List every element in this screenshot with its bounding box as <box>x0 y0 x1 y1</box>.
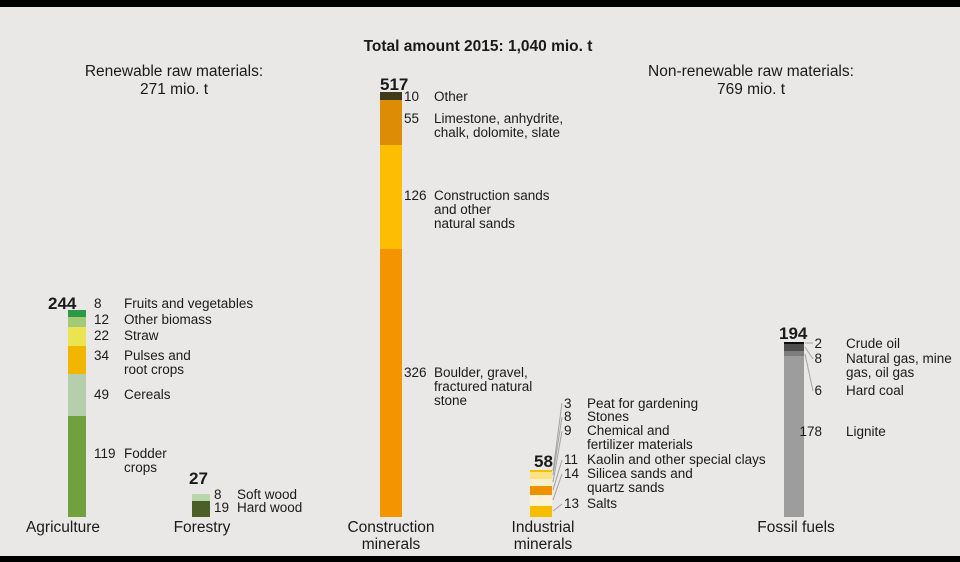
bar-segment-cereals <box>68 374 86 417</box>
segment-label: Construction sands and other natural san… <box>434 188 550 231</box>
segment-label: Fruits and vegetables <box>124 296 254 311</box>
segment-label: Limestone, anhydrite, chalk, dolomite, s… <box>434 111 564 140</box>
segment-value: 178 <box>799 424 822 439</box>
segment-label: Crude oil <box>846 336 901 351</box>
bar-segment-kaolin-and-other-special-clays <box>530 486 552 496</box>
bar-forestry <box>192 494 210 517</box>
segment-label: Other biomass <box>124 312 212 327</box>
bar-segment-fodder <box>68 416 86 517</box>
bar-segment-chemical-and <box>530 478 552 487</box>
bar-agriculture <box>68 310 86 517</box>
segment-value: 119 <box>94 446 116 461</box>
segment-value: 126 <box>404 188 427 203</box>
category-label-fossil-fuels: Fossil fuels <box>757 519 835 536</box>
bar-segment-limestone-anhydrite <box>380 100 402 146</box>
renewable-group-header: Renewable raw materials: 271 mio. t <box>84 63 264 98</box>
bar-segment-soft-wood <box>192 494 210 501</box>
segment-label: Salts <box>587 496 618 511</box>
bar-segment-hard-coal <box>784 351 804 357</box>
bar-segment-peat-for-gardening <box>530 470 552 473</box>
segment-value: 19 <box>214 500 230 515</box>
segment-label: Kaolin and other special clays <box>587 452 766 467</box>
bar-segment-boulder-gravel <box>380 249 402 517</box>
segment-label: Natural gas, mine gas, oil gas <box>846 351 952 380</box>
bar-segment-silicea-sands-and <box>530 495 552 507</box>
segment-value: 9 <box>564 423 572 438</box>
bar-segment-stones <box>530 472 552 479</box>
segment-value: 6 <box>814 383 822 398</box>
segment-value: 55 <box>404 111 420 126</box>
top-border-bar <box>0 0 960 7</box>
segment-label: Fodder crops <box>124 446 167 475</box>
category-label-agriculture: Agriculture <box>25 519 101 536</box>
segment-label: Chemical and fertilizer materials <box>587 423 693 452</box>
category-label-forestry: Forestry <box>173 519 231 536</box>
bar-total-fossil-fuels: 194 <box>779 324 808 343</box>
bar-fossil-fuels <box>784 342 804 517</box>
segment-label: Stones <box>587 409 630 424</box>
segment-value: 34 <box>94 348 110 363</box>
category-label-industrial-minerals: Industrial minerals <box>511 519 575 553</box>
segment-label: Cereals <box>124 387 171 402</box>
bar-segment-straw <box>68 326 86 346</box>
segment-value: 13 <box>564 496 580 511</box>
bar-total-industrial-minerals: 58 <box>534 452 553 471</box>
segment-label: Hard wood <box>237 500 303 515</box>
segment-label: Lignite <box>846 424 886 439</box>
bar-industrial-minerals <box>530 470 552 517</box>
segment-label: Other <box>434 89 468 104</box>
bar-segment-other-biomass <box>68 316 86 327</box>
segment-value: 2 <box>814 336 822 351</box>
segment-value: 14 <box>564 466 580 481</box>
bar-total-construction-minerals: 517 <box>380 75 409 94</box>
segment-value: 12 <box>94 312 110 327</box>
bar-segment-pulses-and <box>68 345 86 375</box>
segment-label: Straw <box>124 328 159 343</box>
bar-segment-construction-sands <box>380 145 402 249</box>
segment-label: Hard coal <box>846 383 904 398</box>
segment-label: Silicea sands and quartz sands <box>587 466 693 495</box>
chart-title: Total amount 2015: 1,040 mio. t <box>363 38 593 55</box>
segment-value: 11 <box>564 452 579 467</box>
segment-value: 8 <box>94 296 102 311</box>
segment-label: Pulses and root crops <box>124 348 191 377</box>
bar-segment-lignite <box>784 356 804 517</box>
bar-segment-crude-oil <box>784 342 804 344</box>
segment-label: Soft wood <box>237 487 298 502</box>
bar-segment-other <box>380 92 402 101</box>
bar-segment-natural-gas-mine <box>784 343 804 351</box>
segment-value: 22 <box>94 328 110 343</box>
non-renewable-group-header: Non-renewable raw materials: 769 mio. t <box>648 63 854 98</box>
bar-segment-salts <box>530 506 552 517</box>
segment-value: 326 <box>404 365 427 380</box>
bar-segment-hard-wood <box>192 500 210 517</box>
segment-value: 8 <box>564 409 572 424</box>
category-label-construction-minerals: Construction minerals <box>347 519 435 553</box>
segment-label: Peat for gardening <box>587 396 699 411</box>
segment-value: 10 <box>404 89 420 104</box>
bar-total-agriculture: 244 <box>48 294 77 313</box>
bar-construction-minerals <box>380 92 402 517</box>
segment-value: 8 <box>814 351 822 366</box>
segment-value: 8 <box>214 487 222 502</box>
bottom-border-bar <box>0 556 960 562</box>
segment-value: 3 <box>564 396 572 411</box>
bar-total-forestry: 27 <box>189 469 208 488</box>
segment-value: 49 <box>94 387 110 402</box>
segment-label: Boulder, gravel, fractured natural stone <box>434 365 533 408</box>
bar-segment-fruits-and-vegetables <box>68 310 86 317</box>
